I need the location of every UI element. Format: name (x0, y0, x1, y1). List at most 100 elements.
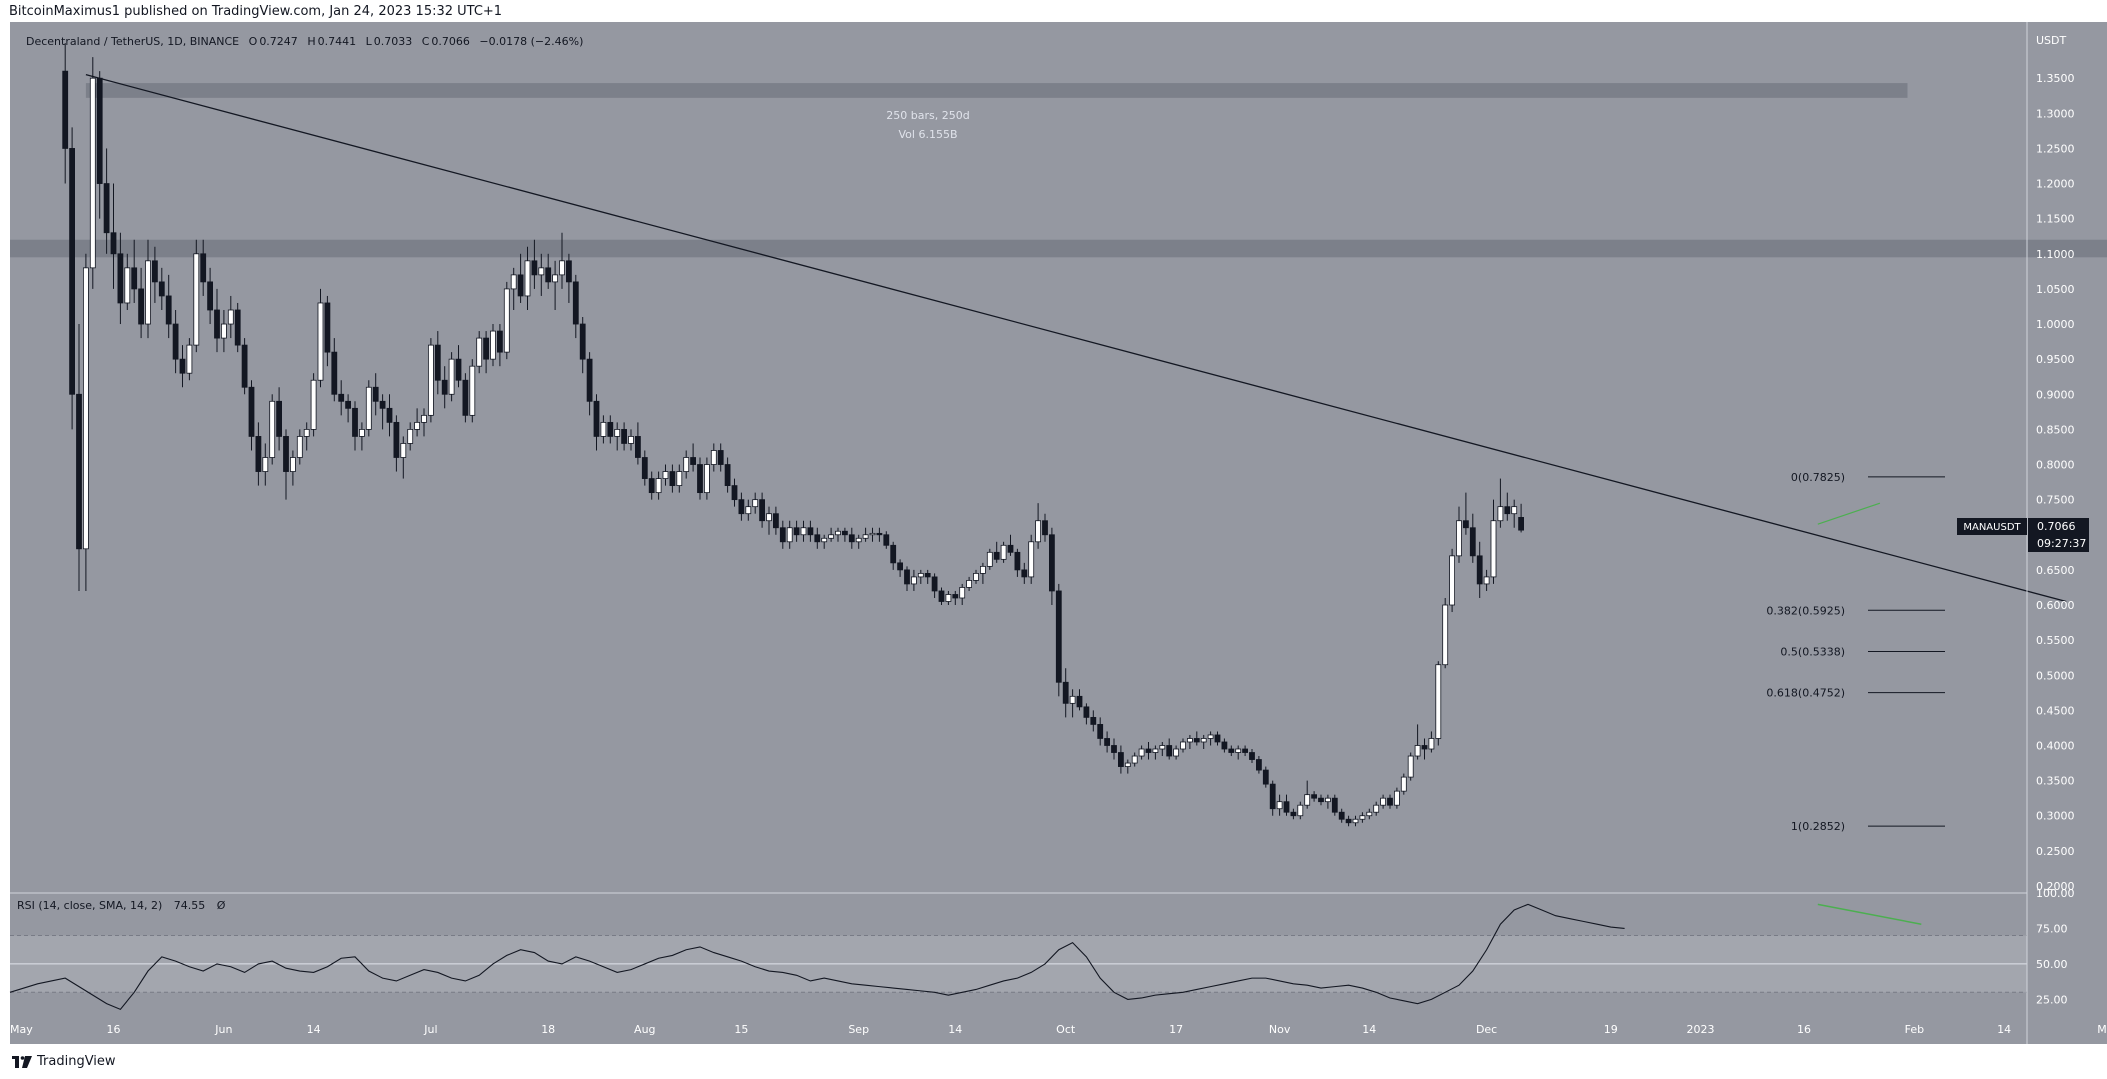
candle-body (345, 400, 352, 409)
candle-body (1338, 811, 1345, 820)
candle-body (1331, 797, 1338, 813)
candle-body (1490, 520, 1497, 578)
candle-body (745, 506, 752, 515)
candle-body (400, 443, 407, 458)
time-tick-label: Mar (2097, 1023, 2107, 1036)
candle-body (289, 457, 296, 472)
candle-body (110, 232, 117, 255)
time-tick-label: 14 (948, 1023, 962, 1036)
candle-body (331, 351, 338, 395)
change-value: −0.0178 (−2.46%) (479, 35, 583, 48)
candle-body (986, 551, 993, 567)
candle-body (1297, 804, 1304, 817)
candle-body (786, 527, 793, 543)
candle-body (1304, 794, 1311, 806)
candle-body (1359, 815, 1366, 820)
candle-body (607, 421, 614, 437)
candle-body (1380, 797, 1386, 806)
rsi-legend-label: RSI (14, close, SMA, 14, 2) (17, 899, 162, 912)
candle-body (931, 576, 938, 592)
price-tick-label: 0.4000 (2036, 739, 2075, 752)
time-tick-label: 2023 (1687, 1023, 1715, 1036)
candle-body (1435, 664, 1442, 739)
candle-body (911, 576, 917, 585)
candle-body (1200, 738, 1207, 743)
candle-body (1042, 520, 1048, 536)
candle-body (476, 337, 483, 367)
price-tick-label: 0.3000 (2036, 810, 2075, 823)
candle-body (814, 534, 821, 543)
low-value: 0.7033 (374, 35, 413, 48)
candle-body (1214, 734, 1221, 743)
rsi-bands (10, 935, 2027, 993)
time-tick-label: Nov (1269, 1023, 1291, 1036)
candle-body (303, 429, 310, 437)
price-tick-label: 0.6500 (2036, 564, 2075, 577)
time-tick-label: 16 (1797, 1023, 1811, 1036)
chart-area[interactable]: 0(0.7825) 0.382(0.5925) 0.5(0.5338) 0.618(0… (0, 22, 2107, 1044)
time-tick-label: Dec (1476, 1023, 1497, 1036)
candle-body (1463, 520, 1469, 529)
candle-body (924, 572, 931, 578)
candle-body (828, 534, 834, 539)
candle-body (276, 400, 283, 437)
chart-svg[interactable]: 0(0.7825) 0.382(0.5925) 0.5(0.5338) 0.618(0… (0, 22, 2107, 1044)
candle-body (1262, 769, 1269, 785)
price-tick-label: 1.3000 (2036, 107, 2075, 120)
candle-body (1000, 544, 1007, 560)
price-pane-background (10, 22, 2027, 893)
candle-body (1497, 506, 1504, 522)
candle-body (1256, 759, 1262, 771)
candle-body (241, 344, 248, 388)
candle-body (89, 77, 96, 269)
candle-body (200, 253, 207, 283)
open-value: 0.7247 (259, 35, 298, 48)
close-value: 0.7066 (431, 35, 470, 48)
candle-body (496, 330, 503, 353)
close-label: C (422, 35, 430, 48)
candle-body (1483, 576, 1490, 585)
candle-body (83, 267, 89, 550)
time-tick-label: 17 (1169, 1023, 1183, 1036)
candle-body (848, 534, 855, 543)
time-tick-label: Aug (634, 1023, 655, 1036)
candle-body (690, 457, 696, 465)
candle-body (731, 485, 738, 501)
candle-body (959, 587, 966, 599)
candle-body (662, 471, 669, 479)
candle-body (842, 530, 848, 536)
candle-body (1187, 738, 1193, 743)
candle-body (131, 267, 138, 290)
candle-body (717, 450, 724, 465)
candle-body (1173, 748, 1179, 757)
candle-body (566, 260, 572, 283)
countdown-text: 09:27:37 (2037, 537, 2086, 550)
candle-body (552, 274, 558, 283)
candle-body (883, 534, 890, 546)
candle-body (572, 281, 579, 325)
candle-body (227, 309, 234, 325)
candle-body (1283, 801, 1290, 813)
candle-body (1083, 706, 1090, 718)
candle-body (890, 544, 897, 564)
candle-body (151, 260, 158, 283)
candle-body (179, 358, 186, 374)
time-tick-label: 14 (307, 1023, 321, 1036)
price-tick-label: 0.8500 (2036, 423, 2075, 436)
rsi-tick-label: 75.00 (2036, 922, 2068, 935)
tradingview-logo[interactable]: TradingView (12, 1054, 116, 1069)
price-tick-label: 1.0500 (2036, 283, 2075, 296)
candle-body (752, 499, 759, 508)
candle-body (641, 457, 648, 479)
candle-body (973, 572, 979, 581)
candle-body (1373, 804, 1380, 813)
candle-body (704, 464, 710, 494)
price-divergence-line (1817, 502, 1881, 525)
candle-body (876, 532, 883, 536)
candle-body (586, 358, 593, 402)
candle-body (421, 414, 427, 423)
candle-body (1400, 776, 1407, 792)
candle-body (1325, 797, 1331, 803)
candle-body (945, 594, 952, 602)
rsi-axis: 25.00 50.00 75.00 100.00 (2036, 887, 2075, 1006)
